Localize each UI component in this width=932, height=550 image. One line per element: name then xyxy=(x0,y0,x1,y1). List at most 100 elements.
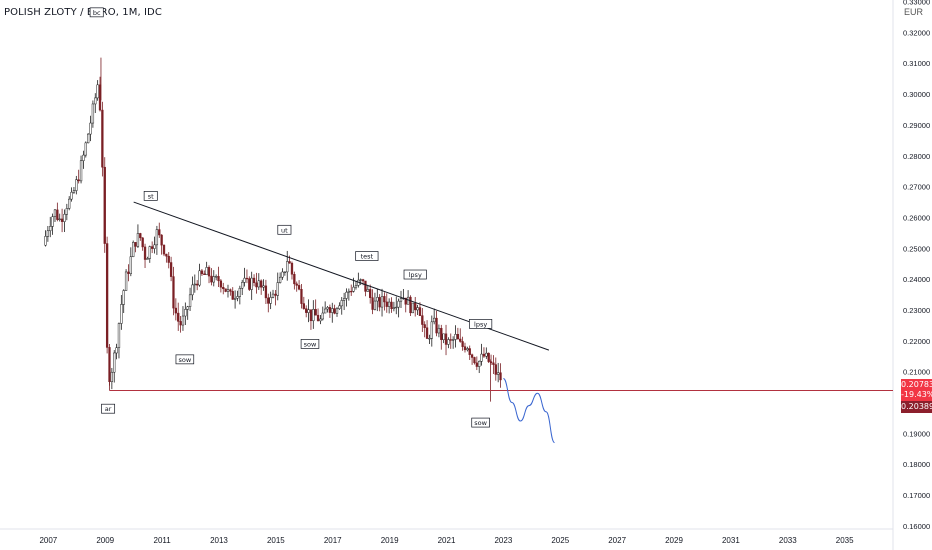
y-tick-label: 0.19000 xyxy=(903,429,930,438)
candle-body xyxy=(489,361,493,364)
candle-body xyxy=(459,338,462,342)
candle-body xyxy=(169,262,173,277)
candle-body xyxy=(160,234,163,246)
annotation-box xyxy=(471,417,490,428)
candle-body xyxy=(115,347,118,354)
y-tick-label: 0.28000 xyxy=(903,152,930,161)
candle-body xyxy=(449,339,452,341)
candle-body xyxy=(421,315,424,325)
annotation-label-lpsy: lpsy xyxy=(474,320,487,328)
candle-body xyxy=(418,307,422,316)
candle-body xyxy=(385,301,388,307)
candle-body xyxy=(245,277,249,280)
candle-body xyxy=(288,261,291,264)
candle-body xyxy=(53,209,57,217)
candle-body xyxy=(260,280,263,288)
candle-body xyxy=(124,271,128,291)
candle-body xyxy=(101,109,104,168)
candle-body xyxy=(217,276,220,282)
candle-body xyxy=(65,208,68,215)
candle-body xyxy=(46,230,50,237)
price-change-value: -19.43% xyxy=(901,390,932,399)
candle-body xyxy=(461,341,464,347)
annotation-box xyxy=(355,251,379,261)
x-tick-label: 2031 xyxy=(722,536,740,545)
candle-body xyxy=(451,339,455,341)
candle-body xyxy=(233,297,237,300)
candle-body xyxy=(414,302,417,311)
candle-body xyxy=(264,285,268,299)
candle-body xyxy=(207,267,211,277)
candle-body xyxy=(238,287,241,297)
candle-body xyxy=(139,233,142,239)
y-tick-label: 0.31000 xyxy=(903,59,930,68)
candle-body xyxy=(165,253,168,257)
candle-body xyxy=(316,314,320,322)
y-tick-label: 0.17000 xyxy=(903,491,930,500)
candle-body xyxy=(350,290,353,293)
candle-body xyxy=(241,282,244,289)
candle-body xyxy=(307,309,310,313)
candle-body xyxy=(181,315,185,326)
candle-body xyxy=(497,372,500,375)
candle-body xyxy=(433,317,436,323)
candle-body xyxy=(373,300,377,310)
candle-body xyxy=(447,339,450,345)
candle-body xyxy=(454,334,457,340)
candle-body xyxy=(94,97,97,105)
candle-body xyxy=(359,279,362,281)
annotation-box xyxy=(143,191,158,201)
candle-body xyxy=(376,297,379,302)
candle-body xyxy=(120,304,123,324)
candle-body xyxy=(44,236,47,246)
candle-body xyxy=(444,333,448,345)
candle-body xyxy=(214,276,218,278)
last-price-value: 0.20783 xyxy=(901,380,932,389)
time-axis: 2007 2009 2011 2013 2015 2017 2019 2021 2023 2025… xyxy=(39,536,854,545)
y-tick-label: 0.22000 xyxy=(903,337,930,346)
candle-body xyxy=(174,307,178,314)
candle-body xyxy=(352,286,355,292)
currency-label: EUR xyxy=(904,7,924,17)
candle-body xyxy=(236,296,239,299)
candle-body xyxy=(416,307,419,311)
y-tick-label: 0.29000 xyxy=(903,121,930,130)
candle-body xyxy=(314,309,317,316)
y-tick-label: 0.21000 xyxy=(903,368,930,377)
annotation-label-ar: ar xyxy=(105,405,112,413)
candle-body xyxy=(470,354,474,358)
candle-body xyxy=(136,233,140,247)
candle-body xyxy=(293,274,296,285)
candle-body xyxy=(229,289,232,292)
candle-body xyxy=(105,243,109,348)
y-tick-label: 0.24000 xyxy=(903,275,930,284)
candle-body xyxy=(184,309,187,317)
candle-body xyxy=(371,297,374,310)
candle-body xyxy=(158,229,161,236)
candle-body xyxy=(395,306,398,309)
candle-body xyxy=(257,280,260,288)
candle-body xyxy=(82,154,85,161)
candle-body xyxy=(191,284,194,296)
x-tick-label: 2013 xyxy=(210,536,228,545)
x-tick-label: 2009 xyxy=(96,536,114,545)
candle-body xyxy=(430,321,433,339)
x-tick-label: 2025 xyxy=(551,536,569,545)
candle-body xyxy=(380,296,384,308)
annotation-box xyxy=(175,354,195,365)
y-tick-label: 0.26000 xyxy=(903,213,930,222)
candle-body xyxy=(198,270,201,286)
x-tick-label: 2027 xyxy=(608,536,626,545)
annotation-label-ut: ut xyxy=(281,226,288,234)
y-tick-label: 0.30000 xyxy=(903,90,930,99)
candle-body xyxy=(231,291,234,300)
y-tick-label: 0.23000 xyxy=(903,306,930,315)
price-axis: 0.160000.170000.180000.190000.200000.210… xyxy=(903,0,930,531)
candle-body xyxy=(89,122,92,135)
candle-body xyxy=(392,307,396,309)
candle-body xyxy=(72,190,76,193)
x-tick-label: 2017 xyxy=(324,536,342,545)
annotation-box xyxy=(403,269,427,280)
